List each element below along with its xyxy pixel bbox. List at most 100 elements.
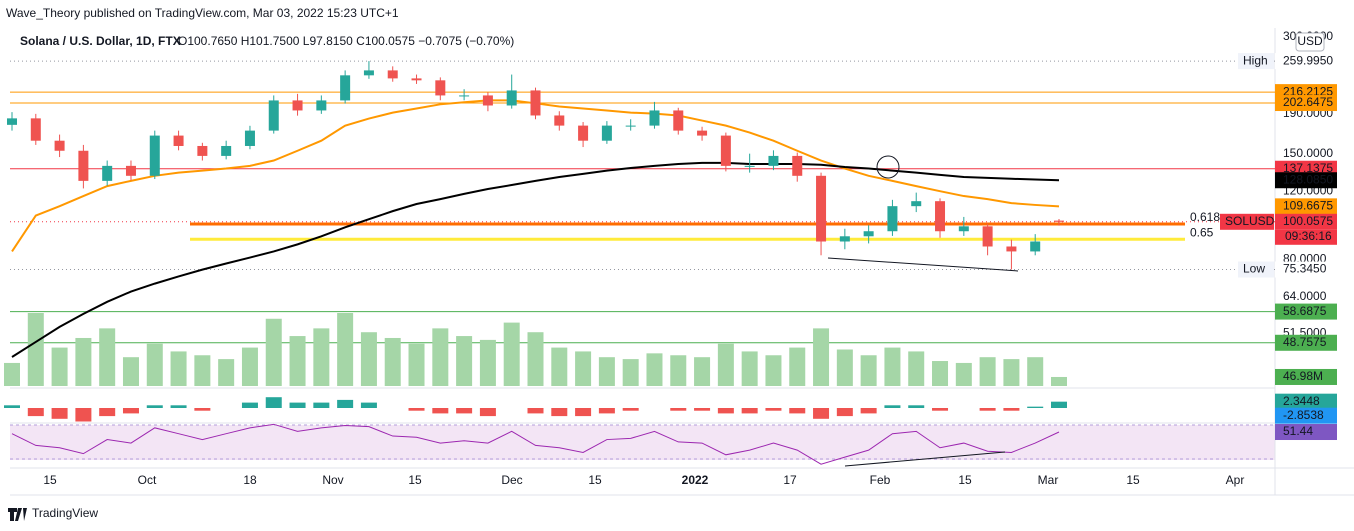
x-tick-label: 15 (408, 473, 422, 487)
macd-bar (432, 408, 449, 414)
price-tag-label: 51.44 (1283, 424, 1313, 438)
volume-bar (170, 351, 187, 386)
macd-bar (884, 405, 901, 408)
candle-body (673, 110, 684, 131)
volume-bar (741, 351, 758, 386)
volume-bar (408, 343, 425, 386)
price-tag-label: 46.98M (1283, 369, 1323, 383)
candle-body (744, 165, 755, 167)
brand: TradingView (8, 506, 98, 521)
macd-bar (194, 408, 211, 411)
candle-body (244, 130, 255, 146)
candle-body (816, 175, 827, 242)
macd-bar (527, 408, 544, 414)
price-tag-label: 58.6875 (1283, 304, 1327, 318)
candle-body (839, 236, 850, 242)
x-tick-label: 2022 (682, 473, 709, 487)
countdown-bg (1275, 229, 1337, 245)
candle-body (863, 231, 874, 237)
macd-bar (908, 405, 925, 408)
macd-bar (313, 402, 330, 408)
candle-body (911, 201, 922, 207)
macd-bar (146, 405, 163, 408)
macd-bar (360, 402, 377, 408)
volume-bar (218, 359, 235, 386)
macd-bar (265, 397, 282, 408)
price-tag (1275, 198, 1337, 215)
macd-bar (408, 408, 425, 411)
rsi-line (11, 423, 1060, 465)
volume-bar (789, 347, 806, 386)
price-tag (1275, 424, 1337, 441)
volume-bar (979, 357, 996, 386)
volume-bar (479, 339, 496, 386)
volume-bar (860, 355, 877, 386)
currency-button[interactable] (1295, 32, 1325, 52)
macd-bar (860, 408, 877, 414)
x-tick-label: Apr (1226, 473, 1245, 487)
x-tick-label: Mar (1038, 473, 1059, 487)
volume-bar (337, 313, 354, 386)
ohlc: O100.7650 H101.7500 L97.8150 C100.0575 −… (178, 34, 514, 48)
price-tag (1275, 53, 1337, 70)
macd-bar (99, 408, 116, 417)
macd-bar (241, 402, 258, 408)
price-tag-label: 128.0850 (1283, 172, 1333, 186)
macd-bar (1003, 408, 1020, 411)
x-tick-label: Feb (870, 473, 891, 487)
macd-bar (75, 408, 92, 422)
volume-bar (884, 347, 901, 386)
x-tick-label: Nov (322, 473, 343, 487)
macd-bar (979, 408, 996, 411)
countdown: 09:36:16 (1285, 229, 1332, 243)
macd-bar (789, 408, 806, 414)
y-tick-label: 64.0000 (1283, 289, 1327, 303)
macd-bar (932, 408, 949, 411)
currency-label: USD (1297, 34, 1323, 48)
volume-bar (456, 336, 473, 386)
volume-bar (670, 355, 687, 386)
candle-body (78, 150, 89, 181)
volume-bar (955, 362, 972, 386)
price-tag (1275, 95, 1337, 112)
price-tag (1275, 368, 1337, 385)
candle-body (102, 165, 113, 181)
chart-title: Solana / U.S. Dollar, 1D, FTX (20, 34, 181, 48)
brand-name: TradingView (32, 506, 98, 520)
price-tag (1275, 407, 1337, 424)
candle-body (887, 206, 898, 232)
volume-bar (27, 313, 44, 386)
volume-bar (194, 355, 211, 386)
plot: 300.0000190.0000150.0000120.000080.00006… (4, 29, 1337, 487)
macd-bar (4, 405, 20, 408)
macd-bar (289, 402, 306, 408)
candle-body (625, 125, 636, 127)
volume-bar (622, 359, 639, 386)
candle-body (221, 145, 232, 156)
macd-bar (717, 408, 734, 414)
volume-bar (765, 355, 782, 386)
candle-body (935, 201, 946, 232)
macd-bar (622, 408, 639, 411)
candle-body (649, 110, 660, 126)
volume-bar (503, 322, 520, 386)
x-tick-label: 15 (43, 473, 57, 487)
candle-body (554, 115, 565, 126)
volume-bar (99, 328, 116, 386)
volume-bar (432, 328, 449, 386)
candle-body (125, 165, 136, 176)
price-tag-label: 100.0575 (1283, 214, 1333, 228)
ma-line (11, 99, 1060, 252)
cross-marker (876, 155, 900, 179)
price-tag-label: 202.6475 (1283, 95, 1333, 109)
trendline (827, 257, 1019, 272)
ma-line (11, 161, 1060, 358)
price-tag-label: 2.3448 (1283, 394, 1320, 408)
symbol-tag-label: SOLUSD (1225, 214, 1275, 228)
volume-bar (813, 328, 830, 386)
macd-bar (27, 408, 44, 417)
macd-bar (670, 408, 687, 411)
candle-body (1054, 220, 1064, 222)
candle-body (387, 70, 398, 79)
